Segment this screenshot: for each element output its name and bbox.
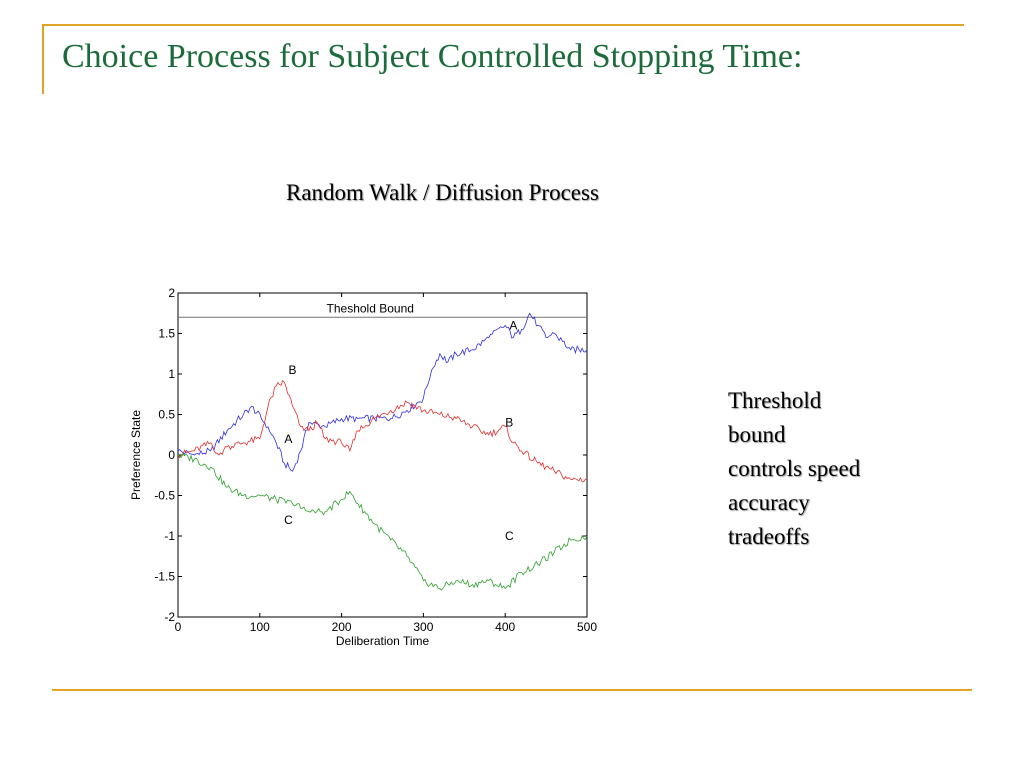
- x-tick-label: 400: [495, 620, 515, 634]
- side-note-line: accuracy: [728, 490, 810, 515]
- curve-annotation: B: [505, 416, 513, 430]
- x-tick-label: 500: [577, 620, 597, 634]
- plot-frame: [177, 292, 588, 618]
- y-tick-label: 1: [168, 367, 175, 381]
- slide-frame-top-line: [42, 24, 964, 26]
- y-tick-label: 2: [168, 286, 175, 300]
- side-note-line: bound: [728, 422, 786, 447]
- y-axis-label: Preference State: [129, 410, 143, 500]
- y-tick-label: 1.5: [158, 327, 175, 341]
- side-note-line: Threshold: [728, 388, 822, 413]
- slide-title: Choice Process for Subject Controlled St…: [62, 38, 803, 75]
- y-tick-label: 0: [168, 448, 175, 462]
- curve-annotation: B: [289, 363, 297, 377]
- x-axis-label: Deliberation Time: [336, 634, 430, 648]
- side-note-line: tradeoffs: [728, 524, 810, 549]
- y-tick-label: -2: [164, 610, 175, 624]
- side-note: Threshold bound controls speed accuracy …: [728, 384, 928, 554]
- y-tick-label: -1.5: [154, 570, 175, 584]
- x-tick-label: 300: [413, 620, 433, 634]
- y-tick-label: -0.5: [154, 489, 175, 503]
- chart-container: 0 100 200 300 400 500 2 1.5 1 0.5 0 -0.5 -1 -1.5 -2 Del…: [110, 280, 610, 665]
- y-tick-label: 0.5: [158, 408, 175, 422]
- random-walk-chart: 0 100 200 300 400 500 2 1.5 1 0.5 0 -0.5 -1 -1.5 -2 Del…: [129, 286, 597, 648]
- x-tick-label: 100: [250, 620, 270, 634]
- series-line: [177, 452, 588, 591]
- curve-annotation: A: [509, 318, 517, 332]
- chart-heading: Random Walk / Diffusion Process: [286, 180, 599, 205]
- curve-annotation: C: [284, 513, 293, 527]
- x-tick-label: 0: [175, 620, 182, 634]
- slide-frame-left-line: [42, 24, 44, 94]
- side-note-line: controls speed: [728, 456, 861, 481]
- slide-frame-bottom-line: [52, 689, 972, 691]
- series-line: [177, 380, 588, 483]
- curve-annotation: C: [505, 529, 514, 543]
- series-line: [177, 312, 588, 472]
- threshold-label: Theshold Bound: [327, 301, 414, 315]
- curve-annotation: A: [284, 432, 292, 446]
- y-tick-label: -1: [164, 529, 175, 543]
- x-tick-label: 200: [332, 620, 352, 634]
